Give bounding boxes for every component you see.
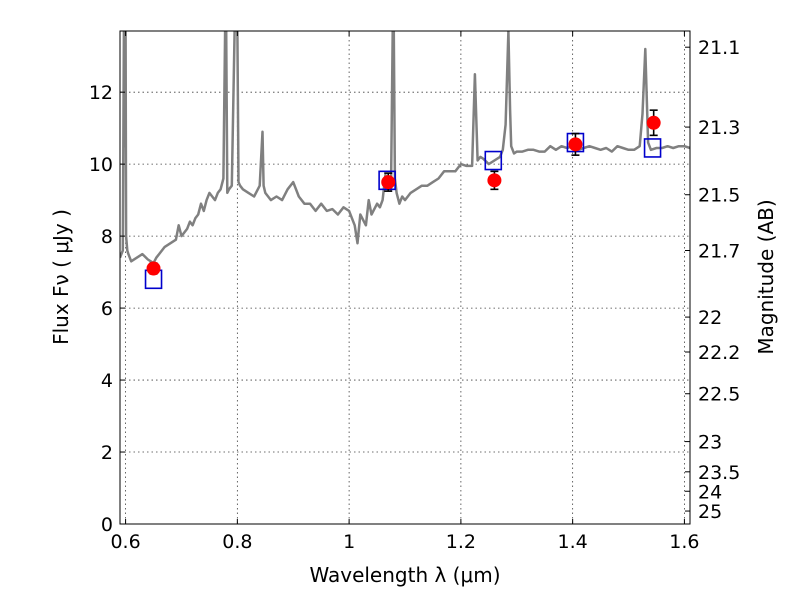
magnitude-tick-label: 24	[698, 481, 722, 503]
magnitude-tick-label: 21.7	[698, 241, 740, 263]
x-axis: 0.6 0.8 1 1.2 1.4 1.6	[110, 31, 700, 553]
y-axis-left: 0 2 4 6 8 10 12	[89, 82, 125, 536]
magnitude-tick-label: 21.5	[698, 185, 740, 207]
model-photometry-point	[484, 150, 503, 171]
x-tick-label: 0.8	[222, 531, 252, 553]
y-tick-label: 8	[101, 226, 113, 248]
observed-photometry-point	[646, 115, 661, 130]
model-photometry-point	[378, 170, 396, 191]
spectrum-line	[120, 31, 690, 265]
y-axis-label-right: Magnitude (AB)	[754, 199, 778, 354]
magnitude-tick-label: 23.5	[698, 462, 740, 484]
grid-lines	[120, 31, 690, 525]
y-tick-label: 10	[89, 154, 113, 176]
magnitude-tick-label: 22.2	[698, 342, 740, 364]
magnitude-tick-label: 22.5	[698, 384, 740, 406]
x-axis-label: Wavelength λ (μm)	[309, 563, 500, 587]
magnitude-tick-label: 21.1	[698, 37, 740, 59]
y-axis-label: Flux Fν ( μJy )	[49, 209, 73, 345]
x-tick-label: 1.6	[669, 531, 699, 553]
observed-photometry-point	[487, 173, 502, 188]
x-tick-label: 1	[343, 531, 355, 553]
plot-frame	[119, 30, 691, 525]
magnitude-tick-label: 21.3	[698, 117, 740, 139]
y-tick-label: 0	[101, 514, 113, 536]
observed-photometry-point	[381, 175, 396, 190]
magnitude-tick-label: 22	[698, 307, 722, 329]
y-tick-label: 4	[101, 370, 113, 392]
magnitude-tick-label: 23	[698, 432, 722, 454]
y-tick-label: 12	[89, 82, 113, 104]
magnitude-tick-label: 25	[698, 501, 722, 523]
observed-photometry-point	[146, 261, 161, 276]
model-photometry-point	[643, 138, 662, 158]
y-tick-label: 6	[101, 298, 113, 320]
x-tick-label: 1.4	[558, 531, 588, 553]
x-tick-label: 1.2	[446, 531, 476, 553]
plot-area	[120, 31, 690, 290]
x-tick-label: 0.6	[110, 531, 140, 553]
y-tick-label: 2	[101, 442, 113, 464]
observed-photometry-point	[568, 137, 583, 152]
